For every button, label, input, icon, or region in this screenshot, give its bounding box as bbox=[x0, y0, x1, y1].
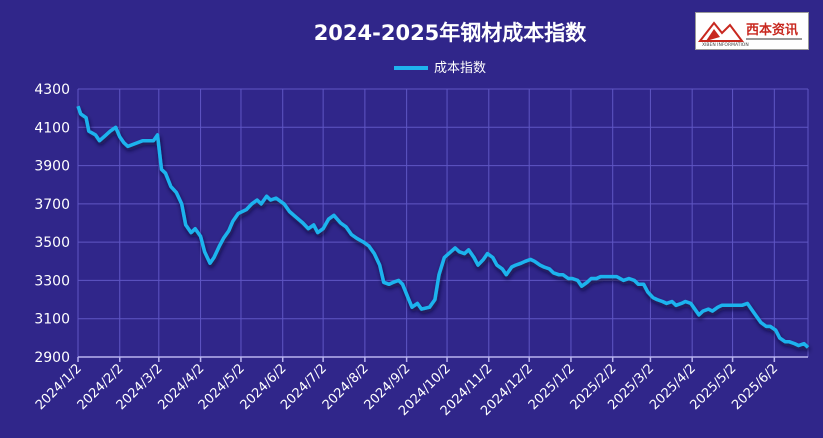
y-tick-label: 3700 bbox=[34, 197, 70, 213]
logo-subtext: XIBEN INFORMATION bbox=[702, 42, 749, 48]
y-tick-label: 4100 bbox=[34, 120, 70, 136]
chart-title: 2024-2025年钢材成本指数 bbox=[314, 21, 588, 45]
logo-mark-icon: 西本资讯 XIBEN INFORMATION bbox=[697, 21, 802, 48]
x-tick-label: 2025/6/2 bbox=[729, 361, 781, 413]
legend: 成本指数 bbox=[394, 61, 486, 76]
y-tick-label: 3500 bbox=[34, 235, 70, 251]
y-tick-label: 3300 bbox=[34, 273, 70, 289]
logo-text: 西本资讯 bbox=[746, 22, 798, 38]
y-axis: 2900 3100 3300 3500 3700 3900 4100 4300 bbox=[34, 82, 70, 366]
y-tick-label: 3900 bbox=[34, 159, 70, 175]
y-tick-label: 3100 bbox=[34, 312, 70, 328]
series-line-cost-index bbox=[76, 105, 810, 349]
grid bbox=[77, 88, 809, 357]
y-tick-label: 2900 bbox=[34, 350, 70, 366]
x-axis: 2024/1/22024/2/22024/3/22024/4/22024/5/2… bbox=[33, 356, 808, 419]
legend-label: 成本指数 bbox=[434, 61, 486, 76]
y-tick-label: 4300 bbox=[34, 82, 70, 98]
logo: 西本资讯 XIBEN INFORMATION bbox=[695, 12, 809, 50]
